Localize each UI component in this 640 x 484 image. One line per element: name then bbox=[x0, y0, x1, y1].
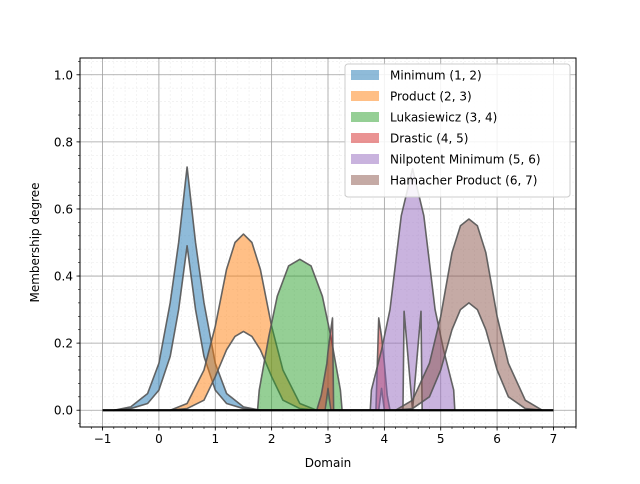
series-fill bbox=[257, 259, 343, 411]
x-tick-label: 1 bbox=[211, 432, 219, 446]
legend-item: Lukasiewicz (3, 4) bbox=[351, 111, 497, 125]
y-tick-label: 0.6 bbox=[54, 202, 73, 216]
y-axis-label: Membership degree bbox=[28, 182, 42, 302]
y-tick-label: 1.0 bbox=[54, 68, 73, 82]
legend-swatch bbox=[351, 175, 379, 185]
series-band bbox=[395, 218, 543, 412]
legend-swatch bbox=[351, 154, 379, 164]
series-upper-line bbox=[113, 166, 261, 412]
x-tick-label: 0 bbox=[155, 432, 163, 446]
y-tick-label: 0.8 bbox=[54, 135, 73, 149]
legend-swatch bbox=[351, 91, 379, 101]
y-tick-label: 0.4 bbox=[54, 270, 73, 284]
x-tick-label: 6 bbox=[493, 432, 501, 446]
x-tick-label: 3 bbox=[324, 432, 332, 446]
y-tick-label: 0.2 bbox=[54, 337, 73, 351]
series-upper-line bbox=[256, 258, 343, 411]
series-fill bbox=[316, 317, 390, 411]
series-band bbox=[113, 166, 261, 412]
series-fill bbox=[113, 167, 261, 411]
legend-swatch bbox=[351, 112, 379, 122]
x-axis-ticks: −1 0 1 2 3 4 5 6 7 bbox=[90, 427, 577, 446]
legend-item: Nilpotent Minimum (5, 6) bbox=[351, 153, 541, 167]
series-upper-line bbox=[395, 218, 543, 411]
legend-item: Drastic (4, 5) bbox=[351, 132, 469, 146]
series-layer bbox=[113, 166, 543, 412]
x-tick-label: −1 bbox=[94, 432, 112, 446]
legend-label: Nilpotent Minimum (5, 6) bbox=[390, 153, 541, 167]
legend-swatch bbox=[351, 133, 379, 143]
y-axis-ticks: 0.0 0.2 0.4 0.6 0.8 1.0 bbox=[54, 61, 80, 424]
legend-swatch bbox=[351, 70, 379, 80]
legend-item: Product (2, 3) bbox=[351, 90, 472, 104]
legend-item: Hamacher Product (6, 7) bbox=[351, 174, 537, 188]
x-tick-label: 4 bbox=[381, 432, 389, 446]
y-tick-label: 0.0 bbox=[54, 404, 73, 418]
series-lower-line bbox=[395, 302, 543, 412]
legend-box bbox=[344, 63, 571, 198]
legend-label: Minimum (1, 2) bbox=[390, 69, 482, 83]
x-tick-label: 5 bbox=[437, 432, 445, 446]
legend-label: Drastic (4, 5) bbox=[390, 132, 469, 146]
legend-label: Lukasiewicz (3, 4) bbox=[390, 111, 497, 125]
x-tick-label: 2 bbox=[268, 432, 276, 446]
x-tick-label: 7 bbox=[550, 432, 558, 446]
series-lower-line bbox=[113, 245, 261, 412]
x-axis-label: Domain bbox=[305, 456, 352, 470]
legend-item: Minimum (1, 2) bbox=[351, 69, 482, 83]
series-fill bbox=[395, 219, 543, 411]
legend: Minimum (1, 2) Product (2, 3) Lukasiewicz … bbox=[344, 63, 571, 198]
legend-label: Product (2, 3) bbox=[390, 90, 472, 104]
legend-label: Hamacher Product (6, 7) bbox=[390, 174, 537, 188]
